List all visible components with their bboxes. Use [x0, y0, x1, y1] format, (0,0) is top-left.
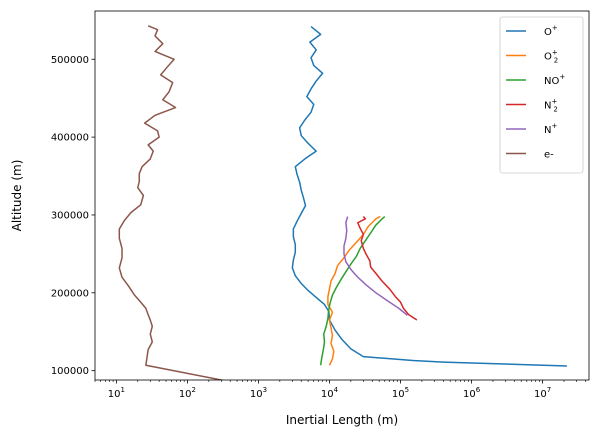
y-axis: 100000 200000 300000 400000 500000	[51, 55, 95, 377]
series-line-no-plus	[319, 215, 386, 366]
legend: O+ O+ 2 NO+ N+ 2 N+ e-	[499, 16, 584, 174]
x-tick-label: 101	[108, 386, 125, 400]
x-tick-label: 107	[534, 386, 551, 400]
series-line-electrons	[118, 25, 226, 380]
y-tick-label: 300000	[51, 210, 89, 221]
x-tick-label: 105	[392, 386, 409, 400]
legend-label-electrons: e-	[544, 150, 554, 161]
legend-label-o2-plus: O+ 2	[544, 49, 558, 65]
legend-box	[499, 16, 584, 174]
plot-frame	[94, 10, 590, 381]
y-tick-label: 500000	[51, 55, 89, 66]
y-tick-label: 200000	[51, 288, 89, 299]
y-axis-label: Altitude (m)	[10, 160, 24, 232]
series-line-o-plus	[291, 25, 567, 367]
series-line-n-plus	[343, 216, 408, 316]
series-line-n2-plus	[357, 216, 418, 321]
legend-label-n2-plus: N+ 2	[544, 98, 558, 114]
series-layer	[118, 25, 567, 380]
x-tick-label: 106	[463, 386, 481, 400]
legend-label-no-plus: NO+	[544, 73, 565, 87]
x-tick-label: 104	[321, 386, 339, 400]
x-tick-label: 103	[250, 386, 267, 400]
series-line-o2-plus	[327, 215, 381, 366]
y-tick-label: 400000	[51, 133, 89, 144]
x-axis: 101 102 103 104 105 106 107	[94, 380, 586, 400]
legend-label-n-plus: N+	[544, 122, 557, 136]
x-axis-label: Inertial Length (m)	[286, 413, 398, 427]
legend-label-o-plus: O+	[544, 24, 558, 38]
y-tick-label: 100000	[51, 366, 89, 377]
x-tick-label: 102	[179, 386, 196, 400]
